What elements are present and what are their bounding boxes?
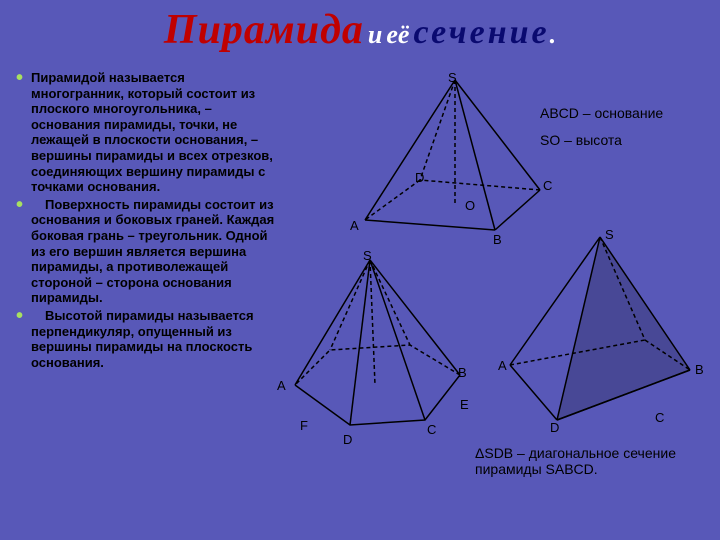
p2-E: E: [460, 397, 469, 412]
note-3: ΔSDB – диагональное сечение пирамиды SAB…: [475, 445, 715, 477]
note-1: ABCD – основание: [540, 105, 663, 121]
p2-C: C: [427, 422, 436, 437]
title-dot: .: [550, 20, 557, 49]
content-area: • Пирамидой называется многогранник, кот…: [0, 70, 720, 540]
bullet-icon: •: [16, 195, 23, 306]
pyramid-1: [325, 70, 555, 250]
bullet-1-text: Пирамидой называется многогранник, котор…: [31, 70, 281, 195]
p1-C: C: [543, 178, 552, 193]
title-word-3: её: [386, 20, 409, 49]
note-2: SO – высота: [540, 132, 622, 148]
p2-B: B: [458, 365, 467, 380]
diagram-area: S A B C D O ABCD – основание SO – высота…: [285, 70, 720, 540]
p1-S: S: [448, 70, 457, 85]
p1-O: O: [465, 198, 475, 213]
p2-A: A: [277, 378, 289, 393]
p3-D: D: [550, 420, 559, 435]
p3-A: A: [498, 358, 507, 373]
p1-D: D: [415, 170, 424, 185]
p2-S: S: [363, 248, 372, 263]
p2-D: D: [343, 432, 352, 447]
bullet-3: • Высотой пирамиды называется перпендику…: [16, 308, 281, 370]
title-word-2: и: [368, 20, 382, 49]
text-column: • Пирамидой называется многогранник, кот…: [16, 70, 281, 372]
slide-title: Пирамида и её сечение.: [0, 0, 720, 54]
p3-S: S: [605, 227, 614, 242]
bullet-2: • Поверхность пирамиды состоит из основа…: [16, 197, 281, 306]
bullet-1: • Пирамидой называется многогранник, кот…: [16, 70, 281, 195]
title-word-1: Пирамида: [164, 7, 364, 53]
p3-B: B: [695, 362, 704, 377]
p3-C: C: [655, 410, 664, 425]
pyramid-3: [495, 225, 705, 445]
p2-F: F: [300, 418, 308, 433]
bullet-3-text: Высотой пирамиды называется перпендикуля…: [31, 308, 281, 370]
title-word-4: сечение: [413, 14, 549, 51]
bullet-2-text: Поверхность пирамиды состоит из основани…: [31, 197, 281, 306]
p1-A: A: [350, 218, 359, 233]
bullet-icon: •: [16, 68, 23, 195]
bullet-icon: •: [16, 306, 23, 370]
